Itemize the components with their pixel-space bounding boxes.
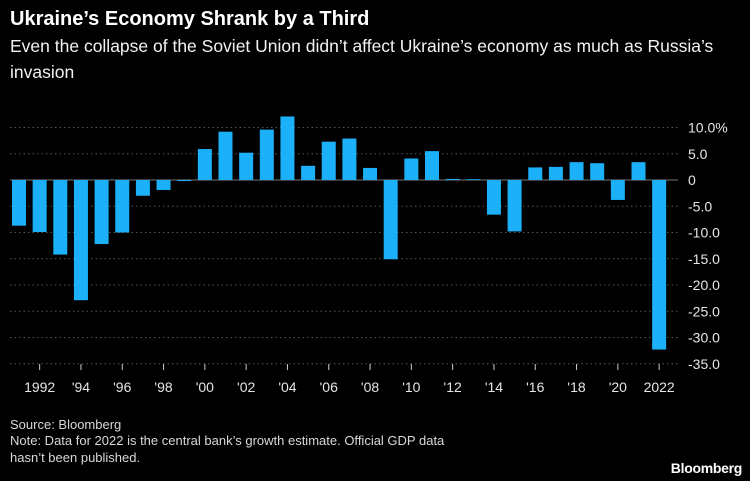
bar-2014 [486, 180, 501, 215]
x-tick-label: '96 [113, 379, 131, 395]
x-tick-label: '98 [154, 379, 172, 395]
chart-title: Ukraine’s Economy Shrank by a Third [10, 8, 370, 30]
bar-2019 [590, 163, 605, 180]
bar-2007 [342, 138, 357, 180]
y-tick-label: -35.0 [688, 356, 720, 372]
bar-2006 [321, 141, 336, 180]
y-tick-label: -25.0 [688, 303, 720, 319]
y-tick-label: -10.0 [688, 225, 720, 241]
x-tick-label: '14 [485, 379, 503, 395]
bar-2003 [259, 129, 274, 180]
bar-2013 [466, 179, 481, 180]
bar-1993 [53, 180, 68, 255]
x-tick-label: '06 [320, 379, 338, 395]
x-tick-label: '16 [526, 379, 544, 395]
x-tick-label: '10 [402, 379, 420, 395]
bar-2011 [425, 151, 439, 180]
bar-1999 [177, 180, 192, 182]
bar-2009 [383, 180, 398, 260]
bar-1991 [12, 180, 26, 226]
bar-1998 [156, 180, 171, 190]
y-tick-label: -15.0 [688, 251, 720, 267]
bloomberg-logo: Bloomberg [670, 460, 743, 476]
y-tick-label: 0 [688, 172, 696, 188]
bar-2017 [548, 166, 563, 180]
x-tick-label: 2022 [644, 379, 675, 395]
bar-2018 [569, 162, 584, 180]
bar-2008 [363, 167, 378, 180]
bar-2022 [652, 180, 667, 350]
x-tick-label: '12 [444, 379, 462, 395]
bar-2005 [301, 165, 316, 180]
x-tick-label: '20 [609, 379, 627, 395]
bar-1992 [32, 180, 47, 232]
bar-2010 [404, 158, 419, 180]
footnote-line-2: hasn’t been published. [10, 450, 141, 465]
bar-2016 [528, 167, 543, 180]
y-tick-label: -5.0 [688, 198, 712, 214]
bar-2021 [631, 162, 646, 180]
y-tick-label: 5.0 [688, 146, 708, 162]
bar-2000 [197, 149, 212, 180]
bar-2015 [507, 180, 522, 232]
chart-subtitle: Even the collapse of the Soviet Union di… [10, 36, 714, 82]
bar-2001 [218, 131, 233, 180]
x-tick-label: '18 [567, 379, 585, 395]
source-note: Source: Bloomberg [10, 417, 122, 432]
bar-2020 [610, 180, 625, 200]
x-tick-label: '08 [361, 379, 379, 395]
bar-1994 [73, 180, 88, 301]
x-tick-label: '00 [196, 379, 214, 395]
bar-2012 [445, 178, 460, 180]
bar-chart: 10.0% 5.0 0 -5.0 -10.0 -15.0 -20.0 -25.0 -30.0 -3… [10, 116, 728, 395]
x-tick-label: '94 [72, 379, 90, 395]
footnote-line-1: Note: Data for 2022 is the central bank’… [10, 433, 445, 448]
x-tick-label: 1992 [24, 379, 55, 395]
bar-2002 [239, 152, 254, 180]
bar-1997 [135, 180, 150, 196]
bar-1996 [115, 180, 130, 233]
y-tick-label: -20.0 [688, 277, 720, 293]
x-tick-label: '04 [278, 379, 296, 395]
y-tick-label: -30.0 [688, 330, 720, 346]
x-tick-label: '02 [237, 379, 255, 395]
bar-2004 [280, 116, 295, 180]
y-tick-label: 10.0% [688, 120, 728, 136]
bar-1995 [94, 180, 109, 245]
